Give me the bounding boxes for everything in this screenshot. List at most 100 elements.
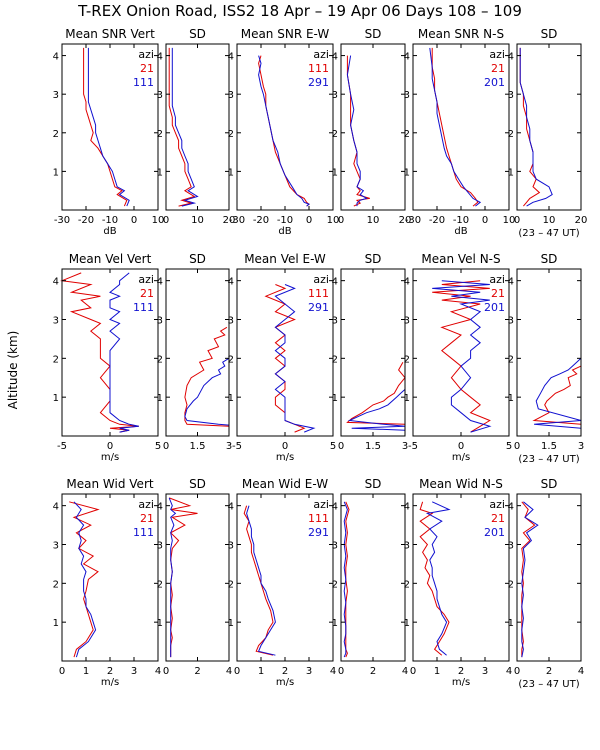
x-tick-label: -30 (405, 215, 421, 226)
legend-header: azi (313, 273, 329, 286)
series-line-291 (246, 505, 276, 656)
x-tick-label: 20 (575, 215, 588, 226)
series-line-291 (274, 284, 316, 433)
x-tick-label: -30 (229, 215, 245, 226)
x-tick-label: 0 (514, 441, 520, 452)
y-tick-label: 3 (332, 540, 338, 551)
series-line-201 (429, 47, 482, 207)
x-tick-label: 2 (370, 666, 376, 677)
panel-title: SD (541, 477, 558, 491)
y-tick-label: 4 (228, 52, 234, 63)
panel-title: Mean Vel E-W (244, 252, 326, 266)
legend-entry-201: 201 (484, 526, 505, 539)
y-tick-label: 2 (508, 129, 514, 140)
y-tick-label: 1 (404, 393, 410, 404)
series-line-21 (521, 501, 536, 658)
x-tick-label: 4 (402, 666, 408, 677)
y-tick-label: 1 (228, 393, 234, 404)
y-tick-label: 3 (228, 90, 234, 101)
legend-entry-111: 111 (308, 287, 329, 300)
panel-0-1: SD 1 2 3 4 0 10 20 (157, 27, 236, 226)
y-tick-label: 2 (404, 129, 410, 140)
legend-header: azi (138, 273, 154, 286)
y-tick-label: 4 (332, 502, 338, 513)
x-axis-label: m/s (452, 677, 470, 688)
x-axis-label: dB (103, 226, 116, 237)
panel-1-1: SD 1 2 3 4 0 1.5 3 (157, 252, 233, 452)
x-tick-label: 2 (458, 666, 464, 677)
series-line-201 (425, 501, 451, 656)
y-tick-label: 1 (53, 167, 59, 178)
x-tick-label: 10 (543, 215, 556, 226)
y-tick-label: 2 (332, 579, 338, 590)
series-line-21 (60, 272, 139, 433)
y-tick-label: 3 (157, 315, 163, 326)
panel-title: SD (189, 252, 206, 266)
y-tick-label: 1 (157, 167, 163, 178)
y-tick-label: 4 (157, 277, 163, 288)
x-tick-label: -5 (57, 441, 67, 452)
y-tick-label: 2 (332, 129, 338, 140)
y-tick-label: 4 (508, 52, 514, 63)
series-line-21 (184, 326, 230, 427)
y-tick-label: 2 (508, 354, 514, 365)
y-tick-label: 4 (332, 52, 338, 63)
y-tick-label: 2 (53, 129, 59, 140)
x-tick-label: 0 (107, 441, 113, 452)
series-line-21 (69, 501, 100, 658)
y-tick-label: 4 (53, 502, 59, 513)
x-tick-label: -10 (453, 215, 469, 226)
x-axis-label: m/s (101, 677, 119, 688)
x-tick-label: -5 (408, 441, 418, 452)
panel-title: SD (365, 477, 382, 491)
series-line-111 (258, 55, 310, 207)
y-tick-label: 3 (332, 90, 338, 101)
series-line-111 (184, 357, 230, 426)
y-tick-label: 2 (332, 354, 338, 365)
legend-entry-201: 201 (484, 76, 505, 89)
x-tick-label: -20 (253, 215, 269, 226)
legend-entry-21: 21 (491, 287, 505, 300)
y-tick-label: 2 (508, 579, 514, 590)
series-line-21 (168, 47, 196, 207)
x-tick-label: 1 (83, 666, 89, 677)
x-tick-label: 0 (306, 215, 312, 226)
panel-1-5: SD 1 2 3 4 0 1.5 3 (23 – 47 UT) (508, 252, 585, 465)
y-tick-label: 2 (53, 579, 59, 590)
x-tick-label: -10 (277, 215, 293, 226)
ut-label: (23 – 47 UT) (518, 679, 579, 690)
y-tick-label: 1 (508, 167, 514, 178)
x-tick-label: 4 (226, 666, 232, 677)
legend-entry-111: 111 (308, 62, 329, 75)
x-tick-label: 0 (458, 441, 464, 452)
series-line-291 (346, 55, 368, 207)
y-tick-label: 3 (157, 540, 163, 551)
series-line-21 (83, 47, 128, 207)
panel-title: Mean SNR Vert (65, 27, 155, 41)
legend-header: azi (138, 48, 154, 61)
x-axis-label: m/s (276, 452, 294, 463)
x-tick-label: 0 (163, 666, 169, 677)
x-tick-label: -20 (429, 215, 445, 226)
x-tick-label: 4 (330, 666, 336, 677)
panel-0-5: SD 1 2 3 4 0 10 20 (23 – 47 UT) (508, 27, 588, 239)
y-tick-label: 3 (508, 540, 514, 551)
y-tick-label: 4 (508, 277, 514, 288)
series-line-111 (87, 47, 130, 207)
series-line-291 (258, 55, 310, 207)
altitude-axis-label: Altitude (km) (6, 331, 20, 410)
x-tick-label: 4 (155, 666, 161, 677)
x-tick-label: 4 (506, 666, 512, 677)
legend-header: azi (489, 273, 505, 286)
legend-entry-111: 111 (133, 76, 154, 89)
axes-frame (516, 268, 582, 437)
